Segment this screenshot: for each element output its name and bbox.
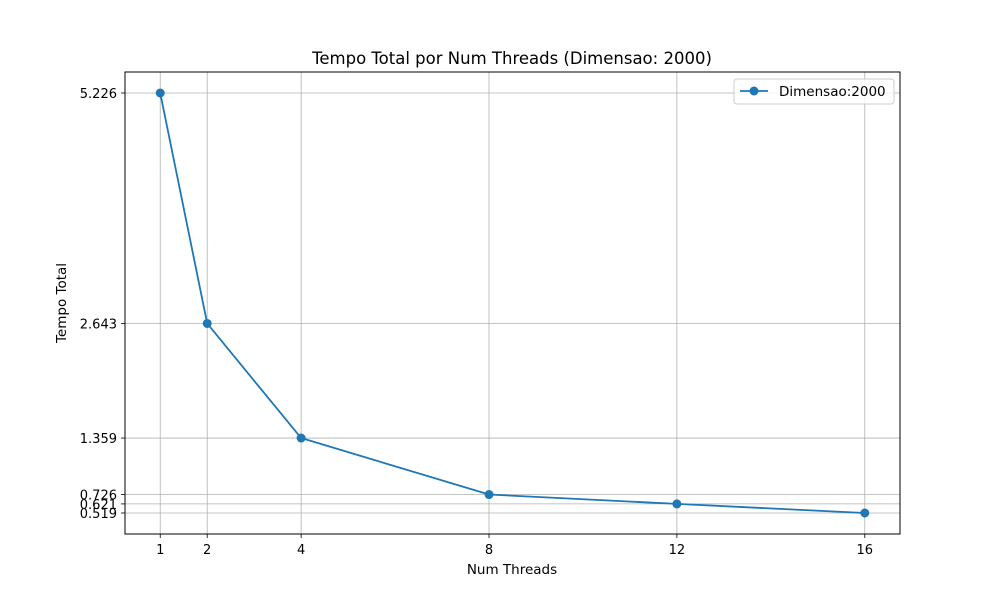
- x-tick-label: 1: [156, 543, 164, 558]
- y-tick-label: 0.519: [80, 507, 117, 522]
- data-point: [484, 490, 494, 500]
- data-point: [155, 88, 165, 98]
- y-tick-label: 5.226: [80, 87, 117, 102]
- y-tick-label: 1.359: [80, 432, 117, 447]
- y-tick-label: 0.621: [80, 498, 117, 513]
- data-point: [296, 433, 306, 443]
- x-tick-label: 12: [669, 543, 686, 558]
- legend-label: Dimensao:2000: [779, 84, 886, 100]
- x-tick-label: 4: [297, 543, 305, 558]
- y-tick-label: 0.726: [80, 489, 117, 504]
- x-axis-label: Num Threads: [467, 562, 557, 578]
- x-tick-label: 2: [203, 543, 211, 558]
- y-axis-label: Tempo Total: [54, 263, 70, 344]
- series-line: [159, 92, 865, 514]
- x-tick-label: 16: [856, 543, 873, 558]
- series: [155, 88, 870, 518]
- grid: [125, 72, 900, 534]
- legend-marker: [749, 86, 759, 96]
- y-tick-label: 2.643: [80, 317, 117, 332]
- chart-title: Tempo Total por Num Threads (Dimensao: 2…: [311, 49, 712, 68]
- legend: Dimensao:2000: [733, 78, 895, 105]
- data-point: [672, 499, 682, 509]
- legend-box: [733, 78, 895, 105]
- plot-frame: [124, 71, 901, 535]
- x-tick-label: 8: [485, 543, 493, 558]
- data-point: [860, 508, 870, 518]
- data-point: [202, 318, 212, 328]
